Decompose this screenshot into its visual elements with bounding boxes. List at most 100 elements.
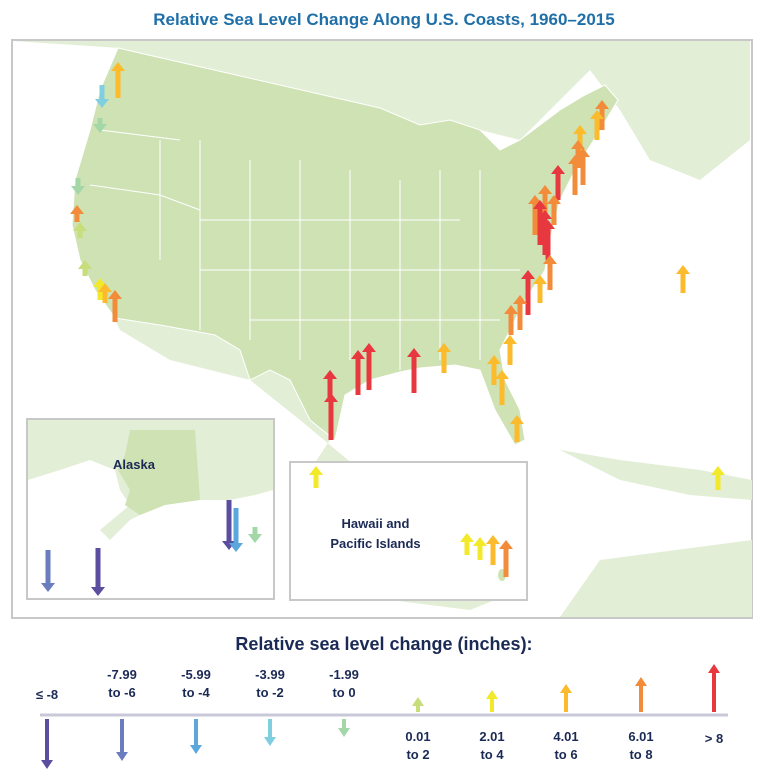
legend-label: ≤ -8 <box>12 686 82 704</box>
legend-label-line1: ≤ -8 <box>35 687 59 702</box>
legend-label-line1: -3.99 <box>255 667 285 682</box>
up-arrow-icon <box>533 275 547 303</box>
up-arrow-icon <box>504 305 518 335</box>
legend-arrows <box>41 664 720 769</box>
up-arrow-icon <box>486 535 500 565</box>
down-arrow-icon <box>222 500 236 550</box>
up-arrow-icon <box>538 185 552 215</box>
legend-label-line1: > 8 <box>704 731 724 746</box>
alaska-label: Alaska <box>113 457 155 472</box>
up-arrow-icon <box>111 62 125 98</box>
up-arrow-icon <box>533 200 547 245</box>
legend-label-line2: to 6 <box>554 747 578 762</box>
contiguous-us-land <box>71 47 619 446</box>
up-arrow-icon <box>309 466 323 488</box>
legend-label: -3.99 to -2 <box>235 666 305 702</box>
up-arrow-icon <box>98 283 112 303</box>
down-arrow-icon <box>338 719 350 737</box>
up-arrow-icon <box>324 393 338 440</box>
legend-label-line2: to -2 <box>256 685 284 700</box>
down-arrow-icon <box>190 719 202 754</box>
legend-label-line2: to -4 <box>182 685 210 700</box>
up-arrow-icon <box>538 210 552 255</box>
down-arrow-icon <box>116 719 128 761</box>
legend-label-line1: 0.01 <box>405 729 431 744</box>
map-title: Relative Sea Level Change Along U.S. Coa… <box>153 10 615 29</box>
up-arrow-icon <box>711 466 725 490</box>
legend-label: 2.01 to 4 <box>457 728 527 764</box>
station-arrows <box>41 62 725 596</box>
legend-label-line2: to 0 <box>332 685 356 700</box>
up-arrow-icon <box>437 343 451 373</box>
down-arrow-icon <box>95 85 109 108</box>
up-arrow-icon <box>573 125 587 160</box>
up-arrow-icon <box>351 350 365 395</box>
up-arrow-icon <box>73 222 87 238</box>
hawaii-label-line2: Pacific Islands <box>330 536 421 551</box>
hawaii-label-line1: Hawaii and <box>341 516 410 531</box>
up-arrow-icon <box>560 684 572 712</box>
legend-label-line1: 6.01 <box>628 729 654 744</box>
up-arrow-icon <box>487 355 501 385</box>
legend-label-line1: 2.01 <box>479 729 505 744</box>
up-arrow-icon <box>576 148 590 185</box>
legend-label-line1: -7.99 <box>107 667 137 682</box>
down-arrow-icon <box>41 550 55 592</box>
up-arrow-icon <box>590 110 604 140</box>
legend-title: Relative sea level change (inches): <box>235 634 533 654</box>
up-arrow-icon <box>708 664 720 712</box>
up-arrow-icon <box>510 415 524 442</box>
up-arrow-icon <box>543 255 557 290</box>
alaska-land <box>118 430 200 515</box>
up-arrow-icon <box>499 540 513 577</box>
up-arrow-icon <box>70 205 84 222</box>
legend-label-line1: -5.99 <box>181 667 211 682</box>
down-arrow-icon <box>248 527 262 543</box>
up-arrow-icon <box>595 100 609 130</box>
up-arrow-icon <box>323 370 337 400</box>
legend-label: 6.01 to 8 <box>606 728 676 764</box>
up-arrow-icon <box>412 697 424 712</box>
down-arrow-icon <box>93 118 107 133</box>
up-arrow-icon <box>108 290 122 322</box>
up-arrow-icon <box>473 537 487 560</box>
up-arrow-icon <box>528 195 542 235</box>
up-arrow-icon <box>541 220 555 260</box>
up-arrow-icon <box>568 155 582 195</box>
legend-label: -5.99 to -4 <box>161 666 231 702</box>
hawaii-inset <box>289 461 528 601</box>
up-arrow-icon <box>460 533 474 555</box>
up-arrow-icon <box>486 690 498 712</box>
up-arrow-icon <box>78 260 92 276</box>
legend-label-line1: 4.01 <box>553 729 579 744</box>
up-arrow-icon <box>676 265 690 293</box>
up-arrow-icon <box>571 140 585 168</box>
up-arrow-icon <box>93 278 107 300</box>
down-arrow-icon <box>264 719 276 746</box>
state-borders <box>89 129 520 370</box>
legend-label: 4.01 to 6 <box>531 728 601 764</box>
up-arrow-icon <box>503 335 517 365</box>
hawaii-label: Hawaii and Pacific Islands <box>318 514 433 554</box>
up-arrow-icon <box>551 165 565 200</box>
down-arrow-icon <box>41 719 53 769</box>
legend-label: -1.99 to 0 <box>309 666 379 702</box>
legend-label-line1: -1.99 <box>329 667 359 682</box>
up-arrow-icon <box>635 677 647 712</box>
legend-label-line2: to 2 <box>406 747 430 762</box>
up-arrow-icon <box>513 295 527 330</box>
legend-label-line2: to -6 <box>108 685 136 700</box>
down-arrow-icon <box>91 548 105 596</box>
legend-label-line2: to 8 <box>629 747 653 762</box>
up-arrow-icon <box>547 195 561 225</box>
legend-label: 0.01 to 2 <box>383 728 453 764</box>
down-arrow-icon <box>71 178 85 195</box>
legend-label: > 8 <box>679 730 749 748</box>
up-arrow-icon <box>521 270 535 315</box>
up-arrow-icon <box>362 343 376 390</box>
legend-label: -7.99 to -6 <box>87 666 157 702</box>
up-arrow-icon <box>407 348 421 393</box>
up-arrow-icon <box>495 370 509 405</box>
legend-label-line2: to 4 <box>480 747 504 762</box>
